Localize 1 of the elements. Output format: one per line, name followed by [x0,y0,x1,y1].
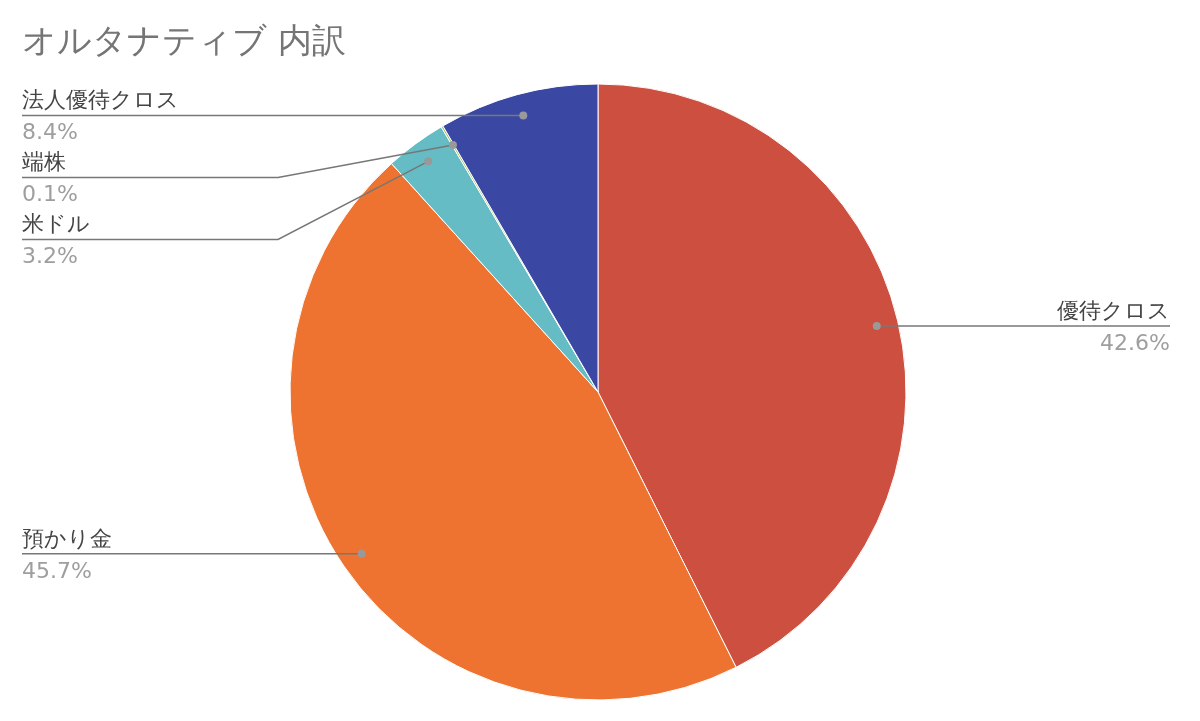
title: オルタナティブ 内訳 [22,20,346,60]
